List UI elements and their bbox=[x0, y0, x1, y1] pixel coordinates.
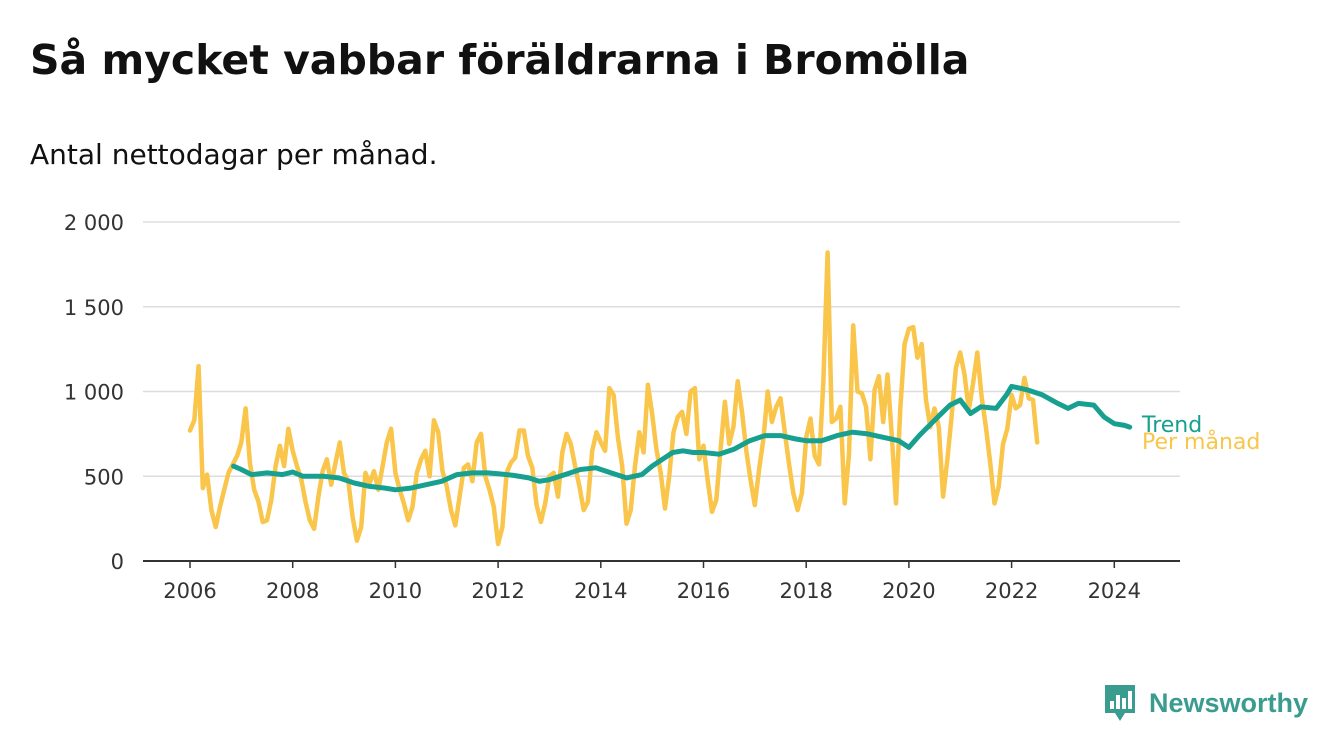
newsworthy-logo[interactable]: Newsworthy bbox=[1103, 683, 1308, 723]
y-tick-label: 2 000 bbox=[64, 211, 124, 235]
y-tick-label: 1 500 bbox=[64, 296, 124, 320]
x-tick-label: 2010 bbox=[369, 579, 422, 603]
series-label-trend: Trend bbox=[1141, 413, 1202, 438]
y-axis: 0 500 1 000 1 500 2 000 bbox=[64, 211, 124, 574]
y-tick-label: 500 bbox=[84, 465, 124, 489]
x-tick-label: 2012 bbox=[471, 579, 524, 603]
x-tick-label: 2022 bbox=[985, 579, 1038, 603]
series-line-per-manad bbox=[187, 250, 1040, 547]
x-tick-label: 2006 bbox=[163, 579, 216, 603]
series-line-trend bbox=[231, 383, 1133, 493]
x-tick-label: 2018 bbox=[779, 579, 832, 603]
newsworthy-icon bbox=[1105, 685, 1135, 721]
x-tick-label: 2024 bbox=[1088, 579, 1141, 603]
series-lines bbox=[187, 250, 1133, 547]
chart-subtitle: Antal nettodagar per månad. bbox=[30, 138, 438, 171]
x-tick-label: 2020 bbox=[882, 579, 935, 603]
x-tick-label: 2008 bbox=[266, 579, 319, 603]
series-label-per-manad: Per månad bbox=[1142, 429, 1260, 455]
x-tick-label: 2014 bbox=[574, 579, 627, 603]
chart-title: Så mycket vabbar föräldrarna i Bromölla bbox=[30, 36, 970, 84]
x-tick-label: 2016 bbox=[677, 579, 730, 603]
y-tick-label: 0 bbox=[111, 550, 124, 574]
x-axis: 2006 2008 2010 2012 2014 2016 2018 2020 2022 2024 bbox=[163, 561, 1141, 603]
brand-name: Newsworthy bbox=[1149, 687, 1309, 718]
y-tick-label: 1 000 bbox=[64, 381, 124, 405]
